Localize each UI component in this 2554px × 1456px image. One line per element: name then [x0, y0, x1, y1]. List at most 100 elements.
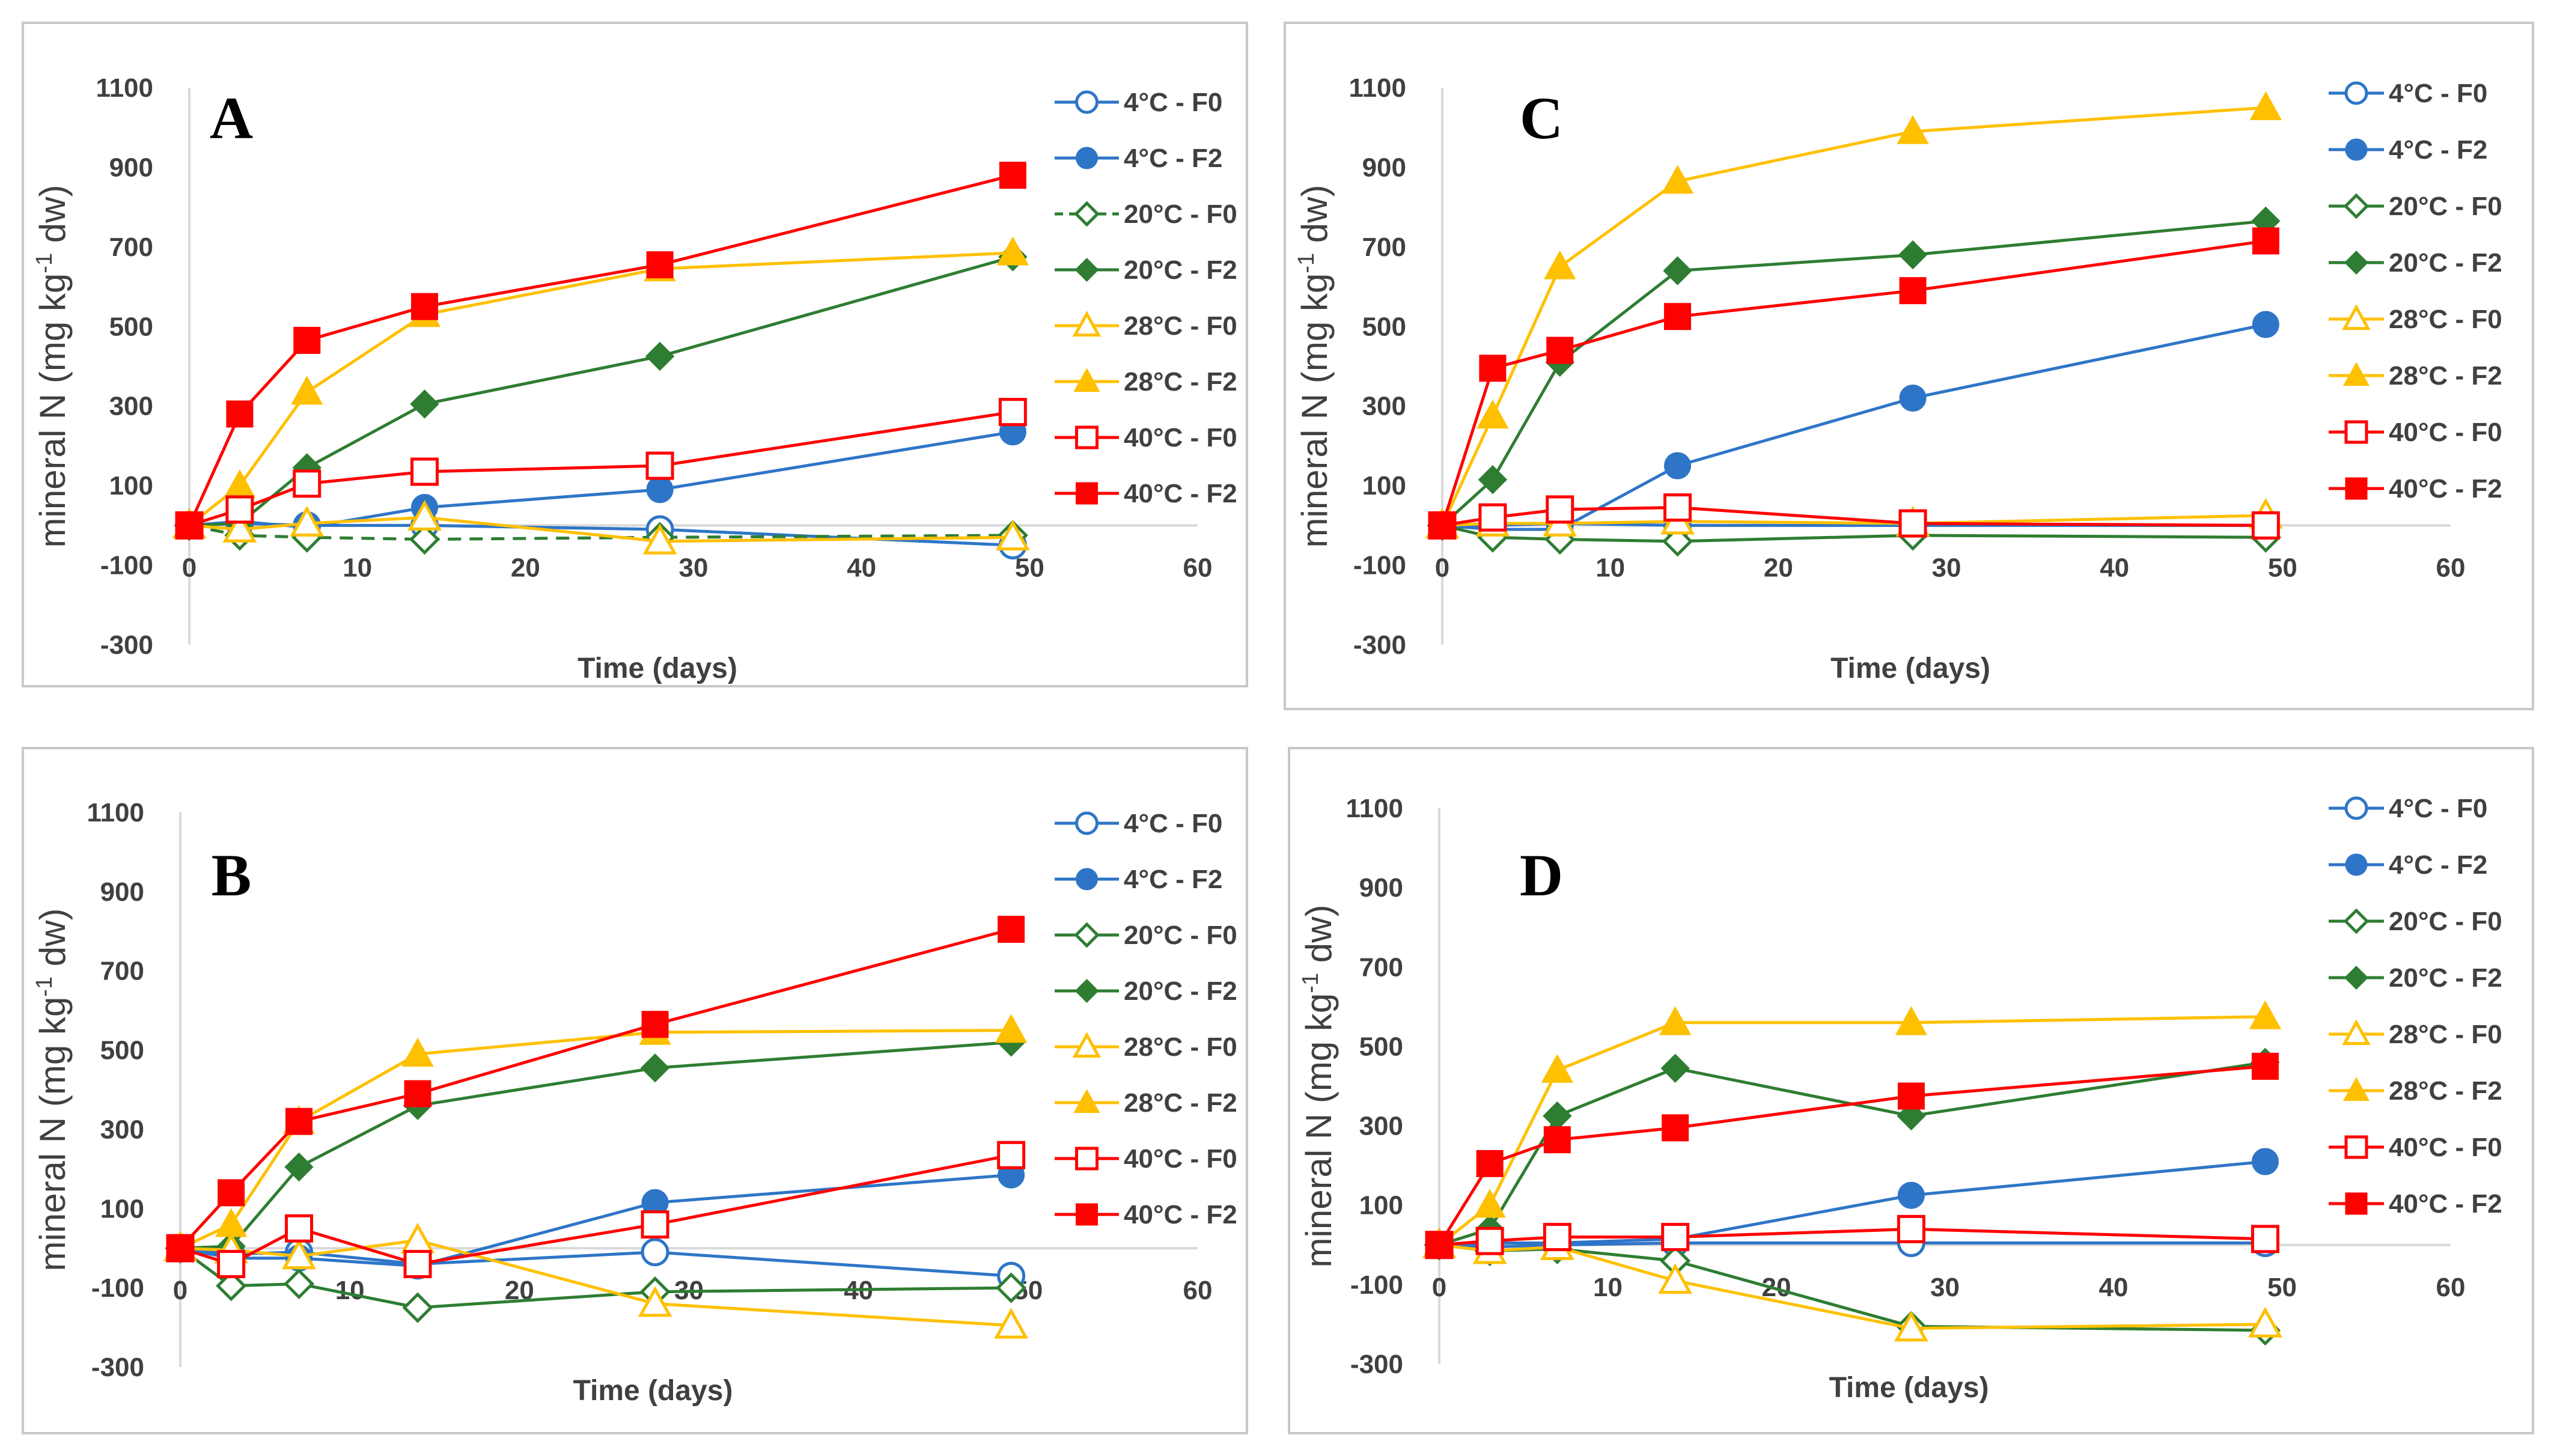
legend-item: 20°C - F2 [2329, 963, 2502, 993]
legend-marker [1074, 258, 1099, 282]
y-tick-label: 300 [1359, 1112, 1403, 1141]
data-point [216, 1270, 247, 1302]
panel-frame [22, 22, 1248, 687]
legend-label: 40°C - F0 [1124, 1144, 1237, 1174]
legend-marker [1074, 979, 1099, 1003]
data-point [1546, 495, 1574, 524]
legend-item: 4°C - F0 [2329, 79, 2487, 108]
legend-label: 20°C - F2 [2389, 963, 2502, 993]
y-tick-label: 500 [1359, 1032, 1403, 1061]
y-tick-label: 700 [100, 957, 144, 986]
data-point [1899, 277, 1927, 305]
legend-marker [2342, 1019, 2371, 1046]
x-tick-label: 30 [1932, 553, 1961, 582]
data-point [403, 1250, 432, 1279]
series-line [1437, 1064, 2266, 1246]
legend-marker [1076, 482, 1098, 505]
data-point [1897, 1181, 1925, 1209]
y-tick-label: 100 [1362, 471, 1406, 501]
y-axis-title: mineral N (mg kg-1 dw) [1298, 905, 1339, 1268]
x-tick-label: 0 [1435, 553, 1449, 582]
data-point [411, 293, 439, 320]
data-point [641, 1011, 669, 1038]
legend: 4°C - F0 4°C - F2 20°C - F0 20°C - F2 28°C -… [1055, 809, 1237, 1229]
data-point [2249, 1000, 2282, 1029]
data-point [402, 1292, 433, 1323]
data-point [1546, 337, 1574, 364]
x-tick-label: 20 [511, 553, 540, 582]
legend-label: 20°C - F0 [1124, 200, 1237, 229]
legend-label: 20°C - F2 [1124, 255, 1237, 285]
series-40-c-f2 [166, 915, 1025, 1262]
data-point [998, 398, 1027, 427]
data-point [641, 1238, 669, 1267]
y-tick-label: 700 [1359, 952, 1403, 982]
data-point [285, 1214, 314, 1243]
data-point [996, 236, 1029, 266]
legend-item: 28°C - F2 [2329, 1076, 2502, 1106]
y-tick-label: 500 [100, 1036, 144, 1065]
legend-item: 4°C - F0 [2329, 794, 2487, 823]
data-point [226, 400, 254, 428]
data-point [1428, 511, 1456, 539]
legend-marker [2344, 251, 2368, 275]
legend-label: 4°C - F0 [1124, 88, 1222, 117]
data-point [2251, 511, 2280, 540]
legend-label: 40°C - F2 [2389, 1189, 2502, 1219]
y-tick-label: 1100 [96, 73, 153, 103]
series-40-c-f2 [1428, 227, 2279, 539]
legend-marker [2344, 1135, 2368, 1159]
legend-item: 20°C - F2 [2329, 248, 2502, 278]
legend-label: 4°C - F0 [1124, 809, 1222, 838]
legend-marker [1074, 922, 1100, 948]
data-point [291, 376, 323, 405]
x-axis-title: Time (days) [578, 653, 737, 684]
legend-marker [2342, 304, 2371, 330]
panel-label: D [1520, 842, 1563, 909]
data-point [1664, 452, 1692, 480]
data-point [1660, 1053, 1690, 1083]
legend-item: 28°C - F0 [2329, 1019, 2502, 1049]
data-point [640, 1053, 670, 1083]
data-point [1475, 1226, 1504, 1255]
data-point [282, 1238, 316, 1270]
y-tick-label: -100 [100, 551, 153, 580]
legend-item: 40°C - F2 [1055, 1200, 1237, 1229]
legend-label: 4°C - F2 [2389, 850, 2487, 880]
y-tick-label: 700 [109, 233, 153, 262]
y-tick-label: -300 [100, 630, 153, 660]
data-point [2251, 1052, 2279, 1080]
legend-label: 20°C - F0 [2389, 192, 2502, 221]
y-tick-label: 900 [109, 153, 153, 182]
series-40-c-f0 [175, 398, 1027, 540]
y-tick-label: 500 [109, 312, 153, 341]
y-tick-label: 100 [109, 471, 153, 501]
x-tick-label: 40 [847, 553, 876, 582]
legend-label: 28°C - F0 [1124, 1032, 1237, 1062]
y-tick-label: 500 [1362, 312, 1406, 341]
legend-marker [2343, 908, 2370, 934]
legend-label: 28°C - F2 [2389, 1076, 2502, 1106]
legend: 4°C - F0 4°C - F2 20°C - F0 20°C - F2 28°C -… [2329, 794, 2502, 1219]
y-tick-label: -300 [1353, 630, 1406, 660]
legend-item: 40°C - F0 [2329, 1133, 2502, 1162]
y-tick-label: 1100 [1346, 794, 1403, 823]
legend-label: 4°C - F2 [2389, 135, 2487, 165]
legend-marker [1075, 425, 1099, 449]
y-axis-title: mineral N (mg kg-1 dw) [32, 185, 73, 548]
legend-label: 4°C - F2 [1124, 865, 1222, 894]
data-point [1895, 1006, 1928, 1035]
legend-marker [1075, 90, 1099, 114]
legend-label: 28°C - F0 [1124, 311, 1237, 341]
legend-item: 20°C - F0 [1055, 921, 1237, 950]
legend-item: 4°C - F2 [2329, 135, 2487, 165]
legend-item: 20°C - F0 [1055, 200, 1237, 229]
legend-marker [1076, 147, 1098, 169]
legend-item: 28°C - F2 [1055, 1088, 1237, 1118]
legend-item: 40°C - F0 [1055, 1144, 1237, 1174]
x-axis-title: Time (days) [1829, 1372, 1989, 1404]
legend-label: 28°C - F2 [1124, 1088, 1237, 1118]
legend-marker [2344, 796, 2368, 820]
data-point [995, 519, 1030, 551]
y-tick-label: 900 [1359, 873, 1403, 903]
